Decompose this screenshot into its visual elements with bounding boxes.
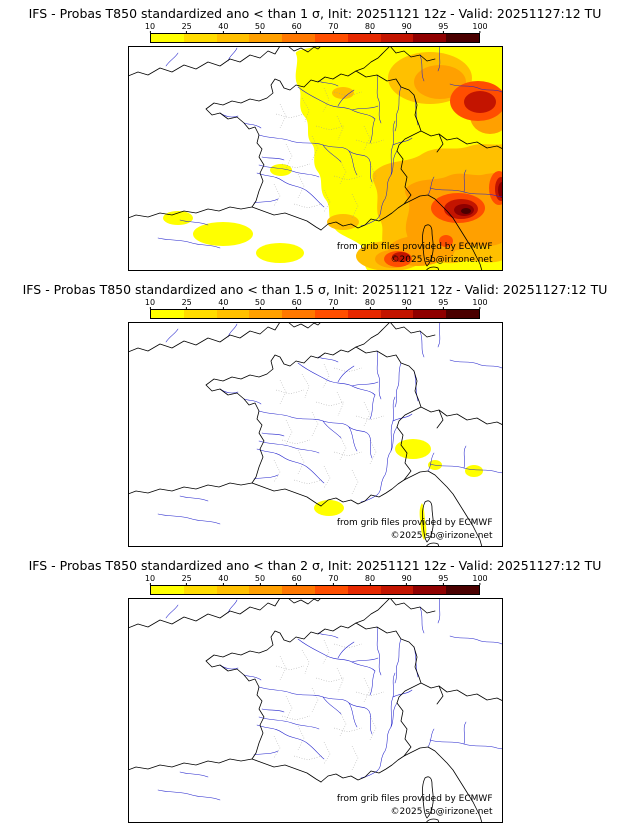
colorbar-tick-50: 50 (254, 574, 266, 583)
colorbar-segment (446, 310, 479, 318)
colorbar-tick-50: 50 (254, 22, 266, 31)
colorbar-tick-100: 100 (472, 22, 488, 31)
colorbar-tick-25: 25 (181, 298, 192, 307)
colorbar-segment (413, 586, 447, 594)
colorbar-tick-10: 10 (144, 298, 156, 307)
colorbar-tick-50: 50 (254, 298, 266, 307)
colorbar-segment (347, 34, 381, 42)
colorbar-segment (183, 586, 217, 594)
colorbar-tick-90: 90 (401, 298, 412, 307)
basemap-use (127, 322, 503, 547)
colorbar-segment (249, 310, 283, 318)
colorbar-tick-95: 95 (438, 574, 449, 583)
map-svg-2sigma (127, 598, 503, 823)
colorbar-segment (347, 586, 381, 594)
credit-copyright: ©2025 sb@irizone.net (390, 254, 493, 265)
credit-ecmwf: from grib files provided by ECMWF (336, 794, 493, 804)
basemap-use (127, 598, 503, 823)
colorbar-tick-90: 90 (401, 22, 412, 31)
colorbar-segment (183, 310, 217, 318)
map-credit: from grib files provided by ECMWF ©2025 … (337, 517, 493, 542)
credit-ecmwf: from grib files provided by ECMWF (336, 518, 493, 528)
colorbar-segment (282, 34, 315, 42)
panel-sigma-1: IFS - Probas T850 standardized ano < tha… (0, 0, 630, 276)
colorbar-tick-80: 80 (364, 22, 376, 31)
map-frame (127, 46, 503, 271)
colorbar-tick-40: 40 (218, 298, 229, 307)
colorbar-segment (314, 586, 348, 594)
colorbar-segment (183, 34, 217, 42)
map-svg-1-5sigma (127, 322, 503, 547)
colorbar-segment (380, 586, 414, 594)
panel-title: IFS - Probas T850 standardized ano < tha… (22, 282, 608, 297)
colorbar-segment (413, 310, 447, 318)
map-france-2sigma: from grib files provided by ECMWF ©2025 … (127, 598, 503, 823)
colorbar-segment (151, 310, 184, 318)
colorbar-segment (216, 310, 250, 318)
credit-ecmwf: from grib files provided by ECMWF (336, 242, 493, 252)
colorbar-tick-100: 100 (472, 298, 488, 307)
colorbar-tick-60: 60 (291, 298, 302, 307)
colorbar-tick-95: 95 (438, 22, 449, 31)
panel-sigma-1-5: IFS - Probas T850 standardized ano < tha… (0, 276, 630, 552)
panel-title: IFS - Probas T850 standardized ano < tha… (28, 6, 602, 21)
colorbar-tick-70: 70 (328, 22, 339, 31)
colorbar-tick-40: 40 (218, 22, 229, 31)
colorbar-gradient-bar (150, 309, 480, 319)
colorbar-tick-labels: 10 25 40 50 60 70 80 90 95 100 (145, 574, 488, 585)
colorbar-tick-10: 10 (144, 574, 156, 583)
colorbar-tick-80: 80 (364, 298, 376, 307)
credit-copyright: ©2025 sb@irizone.net (390, 806, 493, 817)
colorbar-tick-labels: 10 25 40 50 60 70 80 90 95 100 (145, 298, 488, 309)
colorbar-tick-95: 95 (438, 298, 449, 307)
colorbar-tick-90: 90 (401, 574, 412, 583)
colorbar-segment (347, 310, 381, 318)
map-frame (127, 598, 503, 823)
colorbar-tick-25: 25 (181, 574, 192, 583)
colorbar-gradient-bar (150, 33, 480, 43)
map-france-1sigma: from grib files provided by ECMWF ©2025 … (127, 46, 503, 271)
colorbar-segment (380, 310, 414, 318)
colorbar-gradient-bar (150, 585, 480, 595)
colorbar-segment (413, 34, 447, 42)
colorbar-tick-25: 25 (181, 22, 192, 31)
panel-sigma-2: IFS - Probas T850 standardized ano < tha… (0, 552, 630, 828)
colorbar-segment (314, 310, 348, 318)
colorbar-segment (446, 34, 479, 42)
probability-shading-1sigma (162, 46, 503, 271)
colorbar-segment (282, 586, 315, 594)
colorbar: 10 25 40 50 60 70 80 90 95 100 (145, 298, 488, 319)
colorbar-segment (216, 34, 250, 42)
colorbar-segment (446, 586, 479, 594)
panel-title: IFS - Probas T850 standardized ano < tha… (28, 558, 602, 573)
colorbar-tick-40: 40 (218, 574, 229, 583)
colorbar-tick-60: 60 (291, 22, 302, 31)
colorbar-tick-100: 100 (472, 574, 488, 583)
colorbar-tick-80: 80 (364, 574, 376, 583)
colorbar: 10 25 40 50 60 70 80 90 95 100 (145, 574, 488, 595)
colorbar-segment (249, 586, 283, 594)
map-svg-1sigma (127, 46, 503, 271)
colorbar-tick-labels: 10 25 40 50 60 70 80 90 95 100 (145, 22, 488, 33)
credit-copyright: ©2025 sb@irizone.net (390, 530, 493, 541)
map-credit: from grib files provided by ECMWF ©2025 … (337, 241, 493, 266)
map-credit: from grib files provided by ECMWF ©2025 … (337, 793, 493, 818)
map-france-1-5sigma: from grib files provided by ECMWF ©2025 … (127, 322, 503, 547)
colorbar-segment (380, 34, 414, 42)
colorbar-segment (282, 310, 315, 318)
map-frame (127, 322, 503, 547)
colorbar-tick-60: 60 (291, 574, 302, 583)
colorbar-segment (151, 34, 184, 42)
colorbar-segment (314, 34, 348, 42)
colorbar-tick-70: 70 (328, 298, 339, 307)
colorbar: 10 25 40 50 60 70 80 90 95 100 (145, 22, 488, 43)
colorbar-segment (151, 586, 184, 594)
colorbar-tick-10: 10 (144, 22, 156, 31)
colorbar-tick-70: 70 (328, 574, 339, 583)
colorbar-segment (249, 34, 283, 42)
colorbar-segment (216, 586, 250, 594)
